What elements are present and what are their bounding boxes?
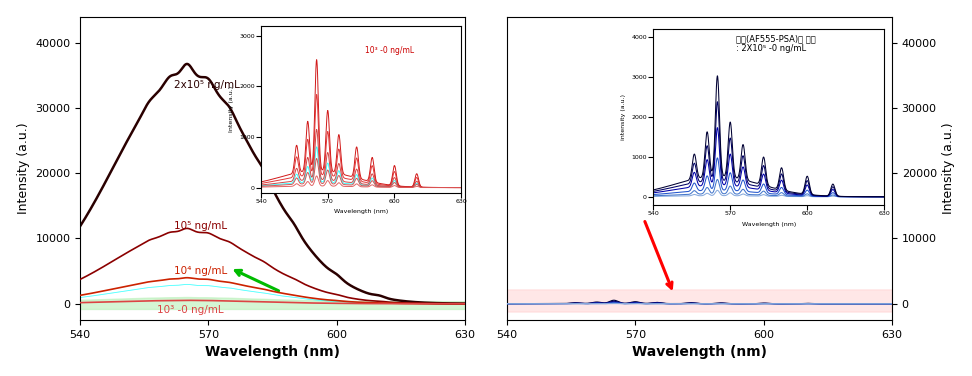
Y-axis label: Intensity (a.u.): Intensity (a.u.) [17, 123, 30, 214]
X-axis label: Wavelength (nm): Wavelength (nm) [632, 345, 767, 359]
Text: 10⁴ ng/mL: 10⁴ ng/mL [174, 266, 227, 276]
Y-axis label: Intensity (a.u.): Intensity (a.u.) [942, 123, 955, 214]
X-axis label: Wavelength (nm): Wavelength (nm) [205, 345, 340, 359]
Text: 10³ -0 ng/mL: 10³ -0 ng/mL [157, 305, 224, 315]
Text: 10⁵ ng/mL: 10⁵ ng/mL [174, 221, 227, 231]
Text: 2x10⁵ ng/mL: 2x10⁵ ng/mL [174, 80, 240, 91]
